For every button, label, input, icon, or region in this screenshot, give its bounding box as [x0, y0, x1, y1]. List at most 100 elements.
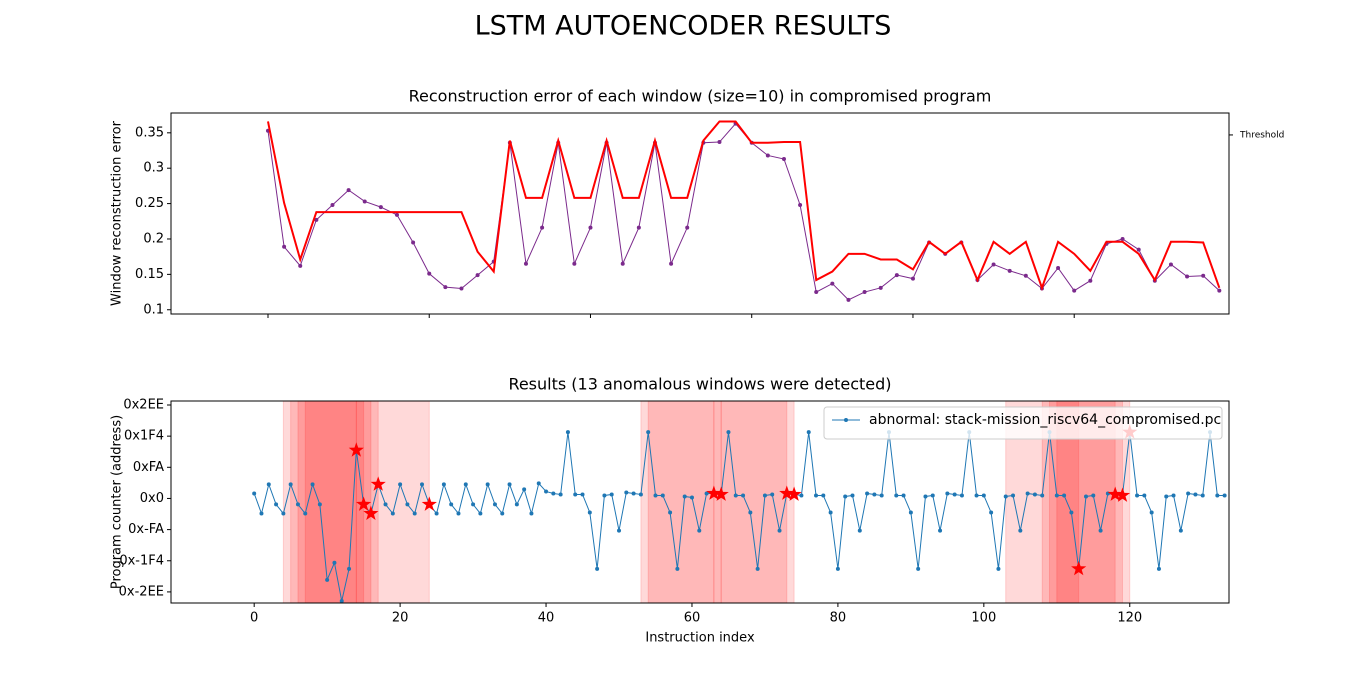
point — [544, 489, 549, 494]
axes-frame — [170, 112, 1230, 315]
x-axis-label: Instruction index — [645, 631, 755, 646]
point — [1193, 492, 1198, 497]
point — [762, 493, 767, 498]
point — [314, 217, 319, 222]
point — [317, 502, 322, 507]
x-tick-label: 40 — [538, 611, 555, 626]
point — [565, 430, 570, 435]
x-tick-label: 60 — [684, 611, 701, 626]
point — [901, 493, 906, 498]
point — [675, 566, 680, 571]
point — [1088, 278, 1093, 283]
y-tick-label: 0.25 — [135, 196, 164, 211]
point — [420, 482, 425, 487]
point — [669, 261, 674, 266]
point — [587, 510, 592, 515]
point — [717, 140, 722, 145]
point — [741, 493, 746, 498]
point — [1135, 493, 1140, 498]
point — [434, 511, 439, 516]
anomaly-star — [1107, 486, 1123, 501]
point — [492, 502, 497, 507]
point — [441, 482, 446, 487]
point — [765, 153, 770, 158]
point — [1120, 236, 1125, 241]
y-tick-label: 0x1F4 — [124, 429, 164, 444]
point — [259, 511, 264, 516]
point — [282, 244, 287, 249]
point — [821, 493, 826, 498]
point — [522, 487, 527, 492]
point — [558, 492, 563, 497]
point — [770, 492, 775, 497]
point — [390, 511, 395, 516]
point — [1171, 493, 1176, 498]
point — [412, 511, 417, 516]
point — [1054, 493, 1059, 498]
point — [1023, 273, 1028, 278]
point — [989, 510, 994, 515]
point — [1091, 493, 1096, 498]
point — [1200, 493, 1205, 498]
point — [828, 510, 833, 515]
point — [930, 493, 935, 498]
point — [1168, 262, 1173, 267]
anomaly-star — [348, 442, 364, 457]
point — [303, 511, 308, 516]
point — [1056, 265, 1061, 270]
point — [862, 290, 867, 295]
point — [814, 493, 819, 498]
point — [456, 511, 461, 516]
anomaly-star — [356, 496, 372, 511]
point — [252, 491, 257, 496]
point — [295, 502, 300, 507]
point — [394, 212, 399, 217]
point — [411, 240, 416, 245]
point — [981, 493, 986, 498]
y-axis-label: Program counter (address) — [110, 415, 125, 589]
point — [459, 286, 464, 291]
x-tick-label: 100 — [971, 611, 996, 626]
point — [572, 261, 577, 266]
anomaly-star — [421, 496, 437, 511]
point — [894, 273, 899, 278]
series-line — [267, 120, 1221, 291]
point — [923, 494, 928, 499]
point — [288, 482, 293, 487]
y-axis-label: Window reconstruction error — [110, 120, 125, 306]
point — [959, 493, 964, 498]
point — [1178, 528, 1183, 533]
point — [514, 502, 519, 507]
point — [339, 599, 344, 603]
anomaly-star — [1071, 560, 1087, 576]
point — [1136, 247, 1141, 252]
point — [1156, 566, 1161, 571]
point — [1083, 494, 1088, 499]
point — [1032, 492, 1037, 497]
point — [879, 493, 884, 498]
point — [325, 577, 330, 582]
point — [1186, 491, 1191, 496]
point — [685, 225, 690, 230]
point — [806, 430, 811, 435]
point — [916, 566, 921, 571]
point — [653, 493, 658, 498]
point — [1040, 493, 1045, 498]
point — [620, 261, 625, 266]
point — [974, 493, 979, 498]
point — [843, 494, 848, 499]
y-tick-label: 0.3 — [143, 161, 164, 176]
point — [798, 203, 803, 208]
point — [814, 290, 819, 295]
point — [485, 482, 490, 487]
point — [330, 203, 335, 208]
point — [588, 225, 593, 230]
point — [1025, 491, 1030, 496]
point — [595, 566, 600, 571]
point — [332, 560, 337, 565]
point — [1217, 288, 1222, 293]
point — [310, 482, 315, 487]
y-tick-label: 0x-FA — [128, 522, 164, 537]
point — [894, 493, 899, 498]
